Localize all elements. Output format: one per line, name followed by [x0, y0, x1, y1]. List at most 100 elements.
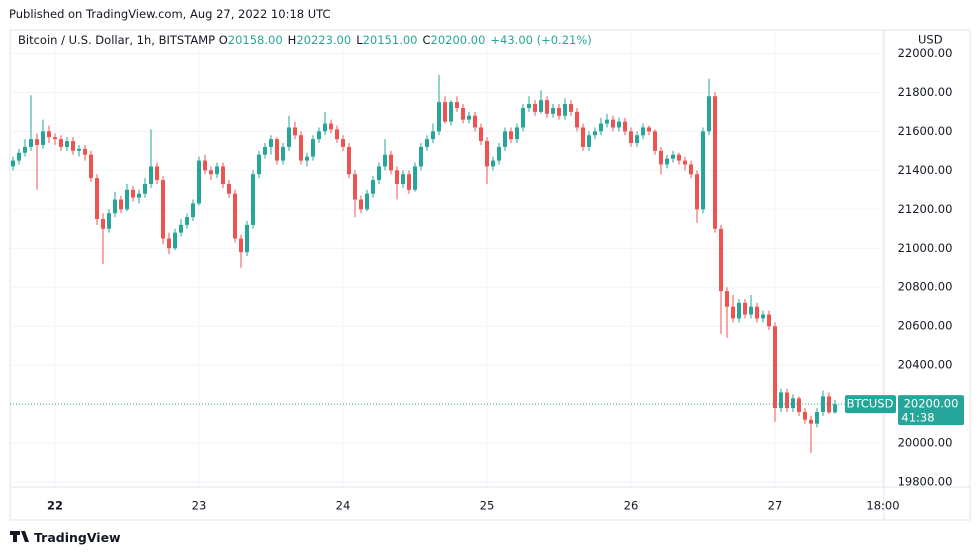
- candle-body: [251, 174, 255, 225]
- candle-body: [521, 107, 525, 128]
- candle-body: [23, 146, 27, 153]
- candle-body: [563, 104, 567, 116]
- candle-body: [197, 160, 201, 204]
- candle-body: [47, 131, 51, 138]
- candle-body: [689, 164, 693, 175]
- y-tick-label: 20000.00: [898, 436, 953, 450]
- candle-body: [83, 148, 87, 155]
- candle-body: [335, 129, 339, 140]
- candle-body: [125, 189, 129, 210]
- candle-body: [383, 154, 387, 167]
- candle-body: [575, 111, 579, 128]
- price-tag-label: 20200.00: [904, 397, 959, 411]
- candle-body: [731, 306, 735, 319]
- symbol-tag-label: BTCUSD: [847, 397, 894, 411]
- candle-body: [815, 411, 819, 424]
- candle-body: [173, 232, 177, 249]
- candle-body: [59, 139, 63, 147]
- candle-body: [533, 104, 537, 112]
- candle-body: [395, 170, 399, 184]
- candle-body: [35, 139, 39, 145]
- candle-body: [641, 127, 645, 136]
- candle-body: [77, 148, 81, 151]
- candle-body: [371, 180, 375, 194]
- candle-body: [713, 96, 717, 229]
- candle-body: [437, 102, 441, 132]
- candle-body: [737, 302, 741, 319]
- candle-body: [407, 174, 411, 190]
- x-tick-label: 23: [192, 499, 207, 513]
- candle-body: [317, 131, 321, 140]
- candle-body: [647, 127, 651, 132]
- candle-body: [467, 115, 471, 120]
- candles: [10, 74, 884, 453]
- x-tick-label: 18:00: [866, 499, 899, 513]
- candle-body: [233, 193, 237, 239]
- candle-body: [545, 100, 549, 114]
- candle-body: [503, 131, 507, 147]
- candle-body: [347, 146, 351, 175]
- x-tick-label: 24: [336, 499, 351, 513]
- candle-body: [539, 100, 543, 112]
- candle-body: [785, 392, 789, 409]
- candle-body: [245, 224, 249, 253]
- candle-body: [659, 150, 663, 165]
- candle-body: [293, 127, 297, 136]
- candle-body: [551, 107, 555, 114]
- candle-body: [149, 166, 153, 184]
- candle-body: [611, 119, 615, 128]
- candle-body: [725, 291, 729, 307]
- candle-body: [305, 156, 309, 161]
- candle-body: [137, 193, 141, 198]
- candle-body: [671, 154, 675, 159]
- candle-body: [239, 238, 243, 253]
- candle-body: [101, 219, 105, 229]
- y-tick-label: 21800.00: [898, 85, 953, 99]
- price-tag-box: [898, 395, 964, 426]
- x-tick-label: 25: [480, 499, 495, 513]
- y-axis-label: USD: [918, 33, 943, 47]
- candle-body: [485, 141, 489, 167]
- candle-body: [605, 119, 609, 124]
- candle-body: [719, 228, 723, 292]
- x-tick-label: 22: [47, 499, 63, 513]
- candle-body: [665, 158, 669, 165]
- candle-body: [425, 139, 429, 147]
- candle-body: [263, 146, 267, 155]
- candle-body: [779, 392, 783, 409]
- published-note: Published on TradingView.com, Aug 27, 20…: [9, 7, 331, 21]
- candle-body: [401, 174, 405, 184]
- candle-body: [515, 127, 519, 140]
- grid: [10, 30, 884, 487]
- candle-body: [629, 131, 633, 144]
- y-tick-label: 21400.00: [898, 163, 953, 177]
- candle-body: [809, 419, 813, 424]
- candle-body: [107, 213, 111, 229]
- candle-body: [269, 139, 273, 147]
- y-tick-label: 20400.00: [898, 358, 953, 372]
- candle-body: [491, 160, 495, 167]
- symbol: Bitcoin / U.S. Dollar, 1h, BITSTAMP: [18, 33, 216, 47]
- candle-body: [479, 127, 483, 142]
- candle-body: [323, 123, 327, 132]
- countdown: 41:38: [901, 411, 934, 425]
- candle-body: [443, 102, 447, 122]
- x-axis: 22 23 24 25 26 27 18:00: [47, 499, 900, 513]
- brand: TradingView: [34, 530, 121, 545]
- candle-body: [767, 314, 771, 327]
- candle-body: [41, 131, 45, 145]
- candle-body: [209, 170, 213, 175]
- candle-body: [755, 306, 759, 319]
- candle-body: [617, 121, 621, 128]
- candle-body: [377, 166, 381, 181]
- candle-body: [365, 193, 369, 210]
- candle-body: [179, 224, 183, 233]
- o-label: O: [218, 33, 228, 47]
- candle-body: [71, 141, 75, 151]
- y-tick-label: 21600.00: [898, 124, 953, 138]
- candle-body: [455, 102, 459, 108]
- candle-body: [581, 127, 585, 147]
- candle-body: [341, 139, 345, 147]
